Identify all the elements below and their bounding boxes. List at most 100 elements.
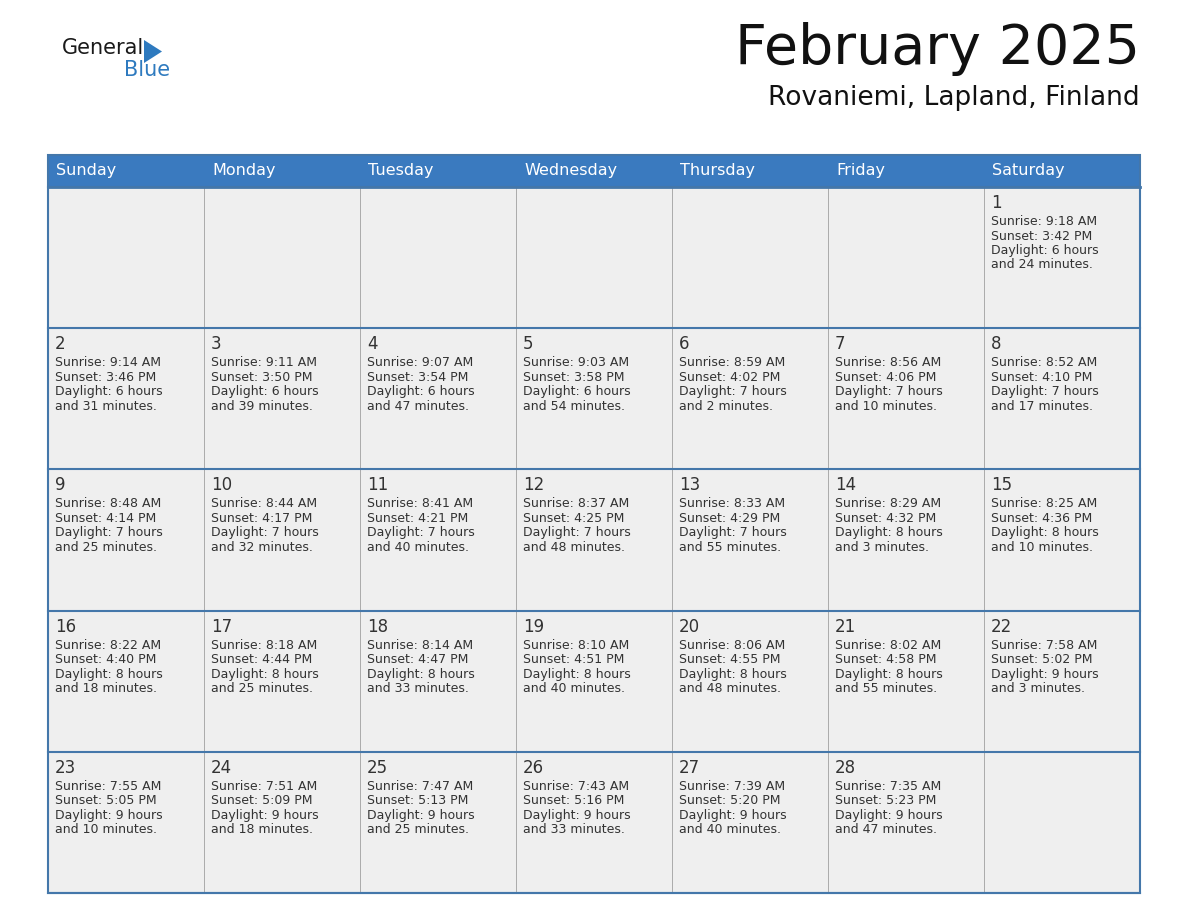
Text: Sunrise: 8:02 AM: Sunrise: 8:02 AM (835, 639, 941, 652)
Text: General: General (62, 38, 144, 58)
Text: Sunrise: 9:14 AM: Sunrise: 9:14 AM (55, 356, 162, 369)
Text: and 47 minutes.: and 47 minutes. (367, 399, 469, 413)
Text: and 10 minutes.: and 10 minutes. (55, 823, 157, 836)
Text: Monday: Monday (211, 163, 276, 178)
Text: and 32 minutes.: and 32 minutes. (211, 541, 312, 554)
Text: and 25 minutes.: and 25 minutes. (211, 682, 312, 695)
Text: Sunset: 4:25 PM: Sunset: 4:25 PM (523, 512, 625, 525)
Text: 23: 23 (55, 759, 76, 777)
Text: and 2 minutes.: and 2 minutes. (680, 399, 773, 413)
Text: Sunset: 4:51 PM: Sunset: 4:51 PM (523, 653, 625, 666)
Text: and 25 minutes.: and 25 minutes. (55, 541, 157, 554)
Text: 18: 18 (367, 618, 388, 635)
Text: Sunset: 4:47 PM: Sunset: 4:47 PM (367, 653, 468, 666)
Bar (48, 752, 1140, 893)
Text: 22: 22 (991, 618, 1012, 635)
Text: Sunset: 4:36 PM: Sunset: 4:36 PM (991, 512, 1092, 525)
Text: Sunrise: 9:03 AM: Sunrise: 9:03 AM (523, 356, 630, 369)
Text: 16: 16 (55, 618, 76, 635)
Text: and 54 minutes.: and 54 minutes. (523, 399, 625, 413)
Text: Blue: Blue (124, 60, 170, 80)
Text: Sunrise: 7:58 AM: Sunrise: 7:58 AM (991, 639, 1098, 652)
Bar (48, 155, 1140, 187)
Text: Sunrise: 8:06 AM: Sunrise: 8:06 AM (680, 639, 785, 652)
Text: 28: 28 (835, 759, 857, 777)
Text: Sunrise: 8:52 AM: Sunrise: 8:52 AM (991, 356, 1098, 369)
Text: and 40 minutes.: and 40 minutes. (523, 682, 625, 695)
Text: Daylight: 7 hours: Daylight: 7 hours (680, 526, 786, 540)
Text: and 55 minutes.: and 55 minutes. (835, 682, 937, 695)
Text: 6: 6 (680, 335, 689, 353)
Text: and 18 minutes.: and 18 minutes. (211, 823, 312, 836)
Text: Sunset: 4:40 PM: Sunset: 4:40 PM (55, 653, 157, 666)
Text: 13: 13 (680, 476, 700, 495)
Text: Sunset: 5:05 PM: Sunset: 5:05 PM (55, 794, 157, 807)
Text: and 33 minutes.: and 33 minutes. (523, 823, 625, 836)
Text: Sunrise: 7:51 AM: Sunrise: 7:51 AM (211, 779, 317, 793)
Text: and 39 minutes.: and 39 minutes. (211, 399, 312, 413)
Text: Daylight: 9 hours: Daylight: 9 hours (835, 809, 942, 822)
Text: Daylight: 8 hours: Daylight: 8 hours (367, 667, 475, 680)
Text: Sunset: 4:55 PM: Sunset: 4:55 PM (680, 653, 781, 666)
Text: Sunrise: 7:47 AM: Sunrise: 7:47 AM (367, 779, 473, 793)
Text: Daylight: 8 hours: Daylight: 8 hours (55, 667, 163, 680)
Text: Sunrise: 8:10 AM: Sunrise: 8:10 AM (523, 639, 630, 652)
Text: Daylight: 8 hours: Daylight: 8 hours (991, 526, 1099, 540)
Text: and 48 minutes.: and 48 minutes. (523, 541, 625, 554)
Text: and 48 minutes.: and 48 minutes. (680, 682, 781, 695)
Text: Daylight: 8 hours: Daylight: 8 hours (211, 667, 318, 680)
Text: Daylight: 9 hours: Daylight: 9 hours (991, 667, 1099, 680)
Text: Sunrise: 8:41 AM: Sunrise: 8:41 AM (367, 498, 473, 510)
Text: Sunset: 3:58 PM: Sunset: 3:58 PM (523, 371, 625, 384)
Text: Sunrise: 9:07 AM: Sunrise: 9:07 AM (367, 356, 473, 369)
Text: Sunset: 3:42 PM: Sunset: 3:42 PM (991, 230, 1092, 242)
Text: and 18 minutes.: and 18 minutes. (55, 682, 157, 695)
Text: Sunrise: 8:56 AM: Sunrise: 8:56 AM (835, 356, 941, 369)
Text: and 33 minutes.: and 33 minutes. (367, 682, 469, 695)
Text: Daylight: 7 hours: Daylight: 7 hours (367, 526, 475, 540)
Text: Daylight: 7 hours: Daylight: 7 hours (991, 386, 1099, 398)
Text: 11: 11 (367, 476, 388, 495)
Bar (48, 187, 1140, 329)
Text: Sunset: 4:21 PM: Sunset: 4:21 PM (367, 512, 468, 525)
Text: Sunrise: 7:39 AM: Sunrise: 7:39 AM (680, 779, 785, 793)
Text: and 17 minutes.: and 17 minutes. (991, 399, 1093, 413)
Text: Sunset: 5:16 PM: Sunset: 5:16 PM (523, 794, 625, 807)
Text: Sunrise: 8:48 AM: Sunrise: 8:48 AM (55, 498, 162, 510)
Text: Sunset: 3:46 PM: Sunset: 3:46 PM (55, 371, 157, 384)
Text: and 25 minutes.: and 25 minutes. (367, 823, 469, 836)
Text: Sunrise: 8:59 AM: Sunrise: 8:59 AM (680, 356, 785, 369)
Text: Sunrise: 8:37 AM: Sunrise: 8:37 AM (523, 498, 630, 510)
Text: Sunset: 4:58 PM: Sunset: 4:58 PM (835, 653, 936, 666)
Text: and 3 minutes.: and 3 minutes. (991, 682, 1085, 695)
Text: Sunrise: 8:25 AM: Sunrise: 8:25 AM (991, 498, 1098, 510)
Text: 19: 19 (523, 618, 544, 635)
Bar (48, 329, 1140, 469)
Text: Daylight: 7 hours: Daylight: 7 hours (835, 386, 943, 398)
Text: 3: 3 (211, 335, 222, 353)
Text: Sunset: 4:10 PM: Sunset: 4:10 PM (991, 371, 1093, 384)
Text: Sunset: 4:17 PM: Sunset: 4:17 PM (211, 512, 312, 525)
Text: Thursday: Thursday (680, 163, 756, 178)
Text: Saturday: Saturday (992, 163, 1064, 178)
Text: Sunset: 5:02 PM: Sunset: 5:02 PM (991, 653, 1093, 666)
Text: Sunset: 5:09 PM: Sunset: 5:09 PM (211, 794, 312, 807)
Text: Daylight: 6 hours: Daylight: 6 hours (367, 386, 475, 398)
Text: Sunset: 4:02 PM: Sunset: 4:02 PM (680, 371, 781, 384)
Text: 25: 25 (367, 759, 388, 777)
Text: Daylight: 6 hours: Daylight: 6 hours (991, 244, 1099, 257)
Text: Daylight: 8 hours: Daylight: 8 hours (835, 667, 943, 680)
Text: and 47 minutes.: and 47 minutes. (835, 823, 937, 836)
Text: Sunrise: 7:55 AM: Sunrise: 7:55 AM (55, 779, 162, 793)
Text: Sunset: 3:54 PM: Sunset: 3:54 PM (367, 371, 468, 384)
Text: 4: 4 (367, 335, 378, 353)
Text: Sunrise: 8:33 AM: Sunrise: 8:33 AM (680, 498, 785, 510)
Text: Daylight: 6 hours: Daylight: 6 hours (55, 386, 163, 398)
Text: Daylight: 9 hours: Daylight: 9 hours (523, 809, 631, 822)
Text: Sunset: 4:44 PM: Sunset: 4:44 PM (211, 653, 312, 666)
Text: 20: 20 (680, 618, 700, 635)
Text: Sunrise: 7:35 AM: Sunrise: 7:35 AM (835, 779, 941, 793)
Text: Daylight: 7 hours: Daylight: 7 hours (211, 526, 318, 540)
Text: Daylight: 7 hours: Daylight: 7 hours (523, 526, 631, 540)
Text: and 24 minutes.: and 24 minutes. (991, 259, 1093, 272)
